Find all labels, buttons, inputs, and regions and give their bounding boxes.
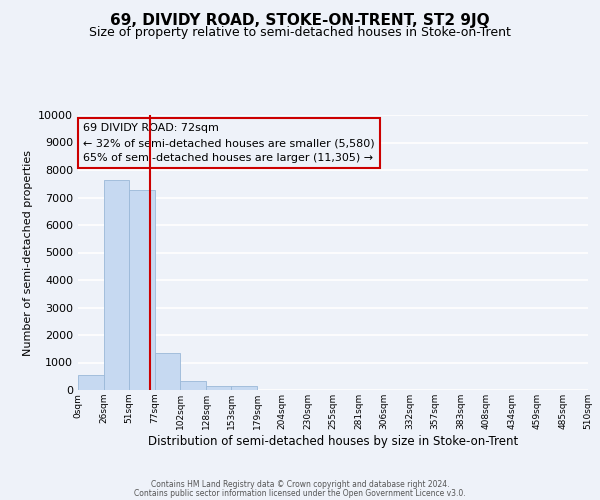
Bar (78, 375, 104, 390)
X-axis label: Distribution of semi-detached houses by size in Stoke-on-Trent: Distribution of semi-detached houses by … (148, 434, 518, 448)
Bar (155, 354, 180, 390)
Text: 69 DIVIDY ROAD: 72sqm
← 32% of semi-detached houses are smaller (5,580)
65% of s: 69 DIVIDY ROAD: 72sqm ← 32% of semi-deta… (83, 123, 375, 163)
Text: Size of property relative to semi-detached houses in Stoke-on-Trent: Size of property relative to semi-detach… (89, 26, 511, 39)
Y-axis label: Number of semi-detached properties: Number of semi-detached properties (23, 150, 32, 356)
Bar (206, 386, 231, 390)
Bar (104, 180, 129, 390)
Bar (129, 190, 155, 390)
Bar (231, 386, 257, 390)
Bar (180, 380, 206, 390)
Text: 69, DIVIDY ROAD, STOKE-ON-TRENT, ST2 9JQ: 69, DIVIDY ROAD, STOKE-ON-TRENT, ST2 9JQ (110, 12, 490, 28)
Text: Contains HM Land Registry data © Crown copyright and database right 2024.: Contains HM Land Registry data © Crown c… (151, 480, 449, 489)
Text: Contains public sector information licensed under the Open Government Licence v3: Contains public sector information licen… (134, 488, 466, 498)
